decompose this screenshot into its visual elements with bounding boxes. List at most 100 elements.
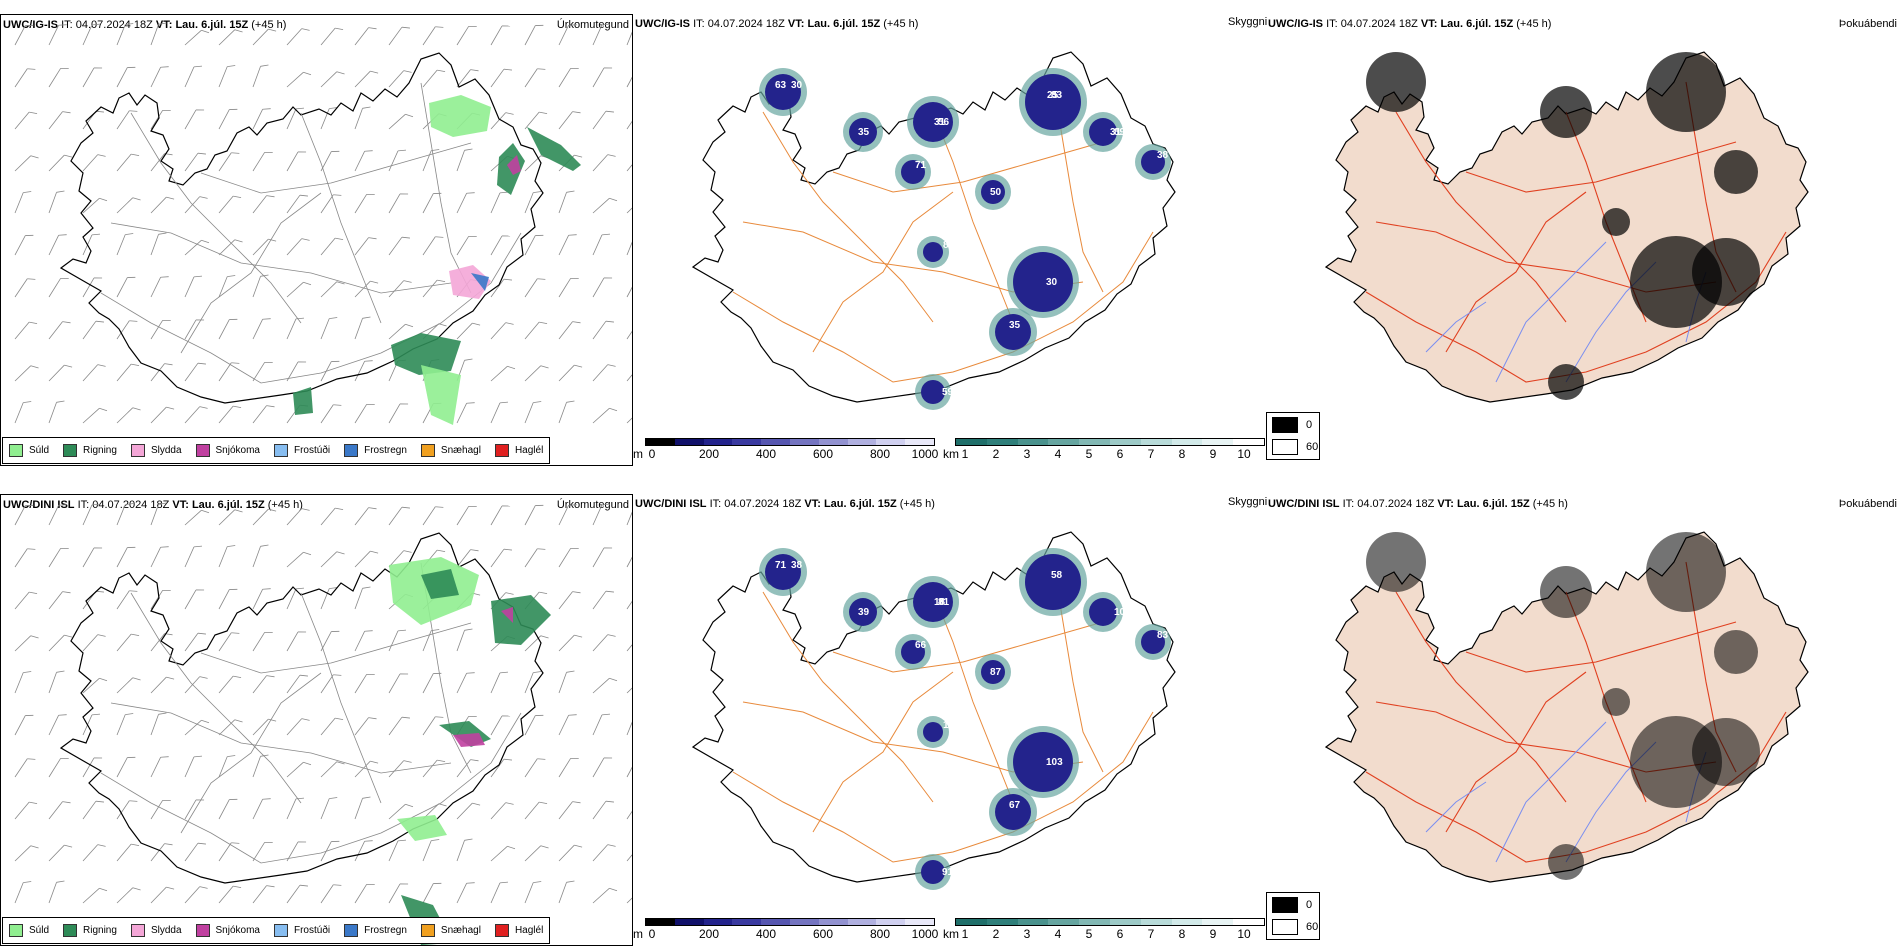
colorbar-strip [645,438,935,446]
precip-type-legend: Súld Rigning Slydda Snjókoma Frostúði Frostre… [2,917,551,944]
legend-swatch [1272,417,1298,433]
legend-item: Haglél [494,924,543,937]
visibility-value-label: 10 [1114,607,1126,618]
colorbar-unit: m [633,927,643,941]
panel-title: Úrkomutegund [556,499,629,511]
legend-item: Snæhagl [420,924,481,937]
iceland-map: 71 81 58 10 83 87 105 103 67 91 66 39 38 18 [691,531,1176,890]
visibility-value-label: 83 [1157,630,1169,641]
visibility-value-label: 18 [934,597,946,608]
colorbar-tick: 4 [1054,927,1062,941]
legend-label: Slydda [150,445,182,456]
visibility-value-label: 39 [858,607,870,618]
fog-legend-item: 0 [1272,897,1312,913]
colorbar-tick: 9 [1209,927,1217,941]
colorbar-tick: 800 [869,927,891,941]
colorbar-tick: 9 [1209,447,1217,461]
panel-header: UWC/DINI ISL IT: 04.07.2024 18Z VT: Lau.… [3,499,303,511]
visibility-value-label: 35 [858,127,870,138]
legend-label: Snæhagl [440,925,481,936]
colorbar-strip [955,918,1265,926]
fog-legend: 0 60 [1266,412,1320,460]
iceland-map [59,532,544,884]
legend-swatch [1272,919,1298,935]
panel-title: Þokuábendi [1838,498,1897,510]
legend-label: Snjókoma [215,925,260,936]
colorbar-tick: 10 [1237,447,1251,461]
colorbar-tick: 1000 [911,927,939,941]
panel-header: UWC/IG-IS IT: 04.07.2024 18Z VT: Lau. 6.… [635,18,919,30]
legend-label: Súld [29,925,50,936]
legend-swatch [494,444,509,457]
colorbar-tick: 3 [1023,927,1031,941]
visibility-value-label: 83 [1051,90,1063,101]
visibility-value-label: 71 [915,160,927,171]
colorbar-tick: 4 [1054,447,1062,461]
legend-label: Rigning [83,445,117,456]
colorbar-unit: m [633,447,643,461]
legend-swatch [195,924,210,937]
legend-label: Frostregn [364,925,407,936]
legend-label: Rigning [83,925,117,936]
precipitation-overlay [389,557,551,945]
fog-legend-item: 60 [1272,439,1318,455]
legend-item: Rigning [63,924,117,937]
legend-swatch [273,924,288,937]
visibility-value-label: 35 [1009,320,1021,331]
visibility-value-label: 87 [990,667,1002,678]
colorbar-tick: 200 [698,447,720,461]
colorbar-tick: 400 [755,927,777,941]
legend-swatch [420,444,435,457]
visibility-value-label: 50 [990,187,1002,198]
legend-swatch [130,924,145,937]
colorbar-tick: 7 [1147,447,1155,461]
visibility-value-label: 31 [934,117,946,128]
colorbar-tick: 400 [755,447,777,461]
panel-header: UWC/IG-IS IT: 04.07.2024 18Z VT: Lau. 6.… [3,19,287,31]
legend-item: Súld [9,444,49,457]
colorbar-tick: 800 [869,447,891,461]
legend-item: Slydda [130,444,182,457]
precip-type-map-row1: UWC/IG-IS IT: 04.07.2024 18Z VT: Lau. 6.… [0,14,633,466]
legend-swatch [1272,897,1298,913]
colorbar-tick: 2 [992,927,1000,941]
iceland-map [1324,531,1809,883]
legend-item: Haglél [494,444,543,457]
visibility-value-label: 30 [1046,277,1058,288]
legend-swatch [9,924,23,937]
legend-item: Snjókoma [195,444,260,457]
legend-label: Slydda [150,925,182,936]
visibility-value-label: 58 [1051,570,1063,581]
precip-type-legend: Súld Rigning Slydda Snjókoma Frostúði Frostre… [2,437,551,464]
panel-header: UWC/IG-IS IT: 04.07.2024 18Z VT: Lau. 6.… [1268,18,1552,30]
visibility-value-label: 91 [942,867,954,878]
colorbar-tick: 0 [648,447,656,461]
visibility-value-label: 105 [943,720,960,731]
panel-title: Skyggni [1228,496,1268,508]
legend-item: Snjókoma [195,924,260,937]
colorbar-tick: 200 [698,927,720,941]
legend-label: Frostúði [293,925,331,936]
legend-item: Slydda [130,924,182,937]
visibility-value-label: 31 [1110,127,1122,138]
legend-swatch [1272,439,1298,455]
colorbar-strip [645,918,935,926]
colorbar-unit: km [943,447,959,461]
panel-header: UWC/DINI ISL IT: 04.07.2024 18Z VT: Lau.… [635,498,935,510]
legend-label: Frostúði [293,445,331,456]
colorbar-unit: km [943,927,959,941]
colorbar-tick: 600 [812,927,834,941]
legend-swatch [344,924,359,937]
visibility-value-label: 25 [1047,90,1059,101]
legend-item: Frostúði [273,444,331,457]
legend-swatch [273,444,288,457]
colorbar-tick: 6 [1116,927,1124,941]
legend-item: Snæhagl [420,444,481,457]
panel-title: Úrkomutegund [556,19,629,31]
legend-swatch [344,444,359,457]
legend-item: Frostregn [344,444,407,457]
visibility-value-label: 38 [791,560,803,571]
visibility-value-label: 38 [1157,150,1169,161]
panel-header: UWC/DINI ISL IT: 04.07.2024 18Z VT: Lau.… [1268,498,1568,510]
colorbar-tick: 0 [648,927,656,941]
